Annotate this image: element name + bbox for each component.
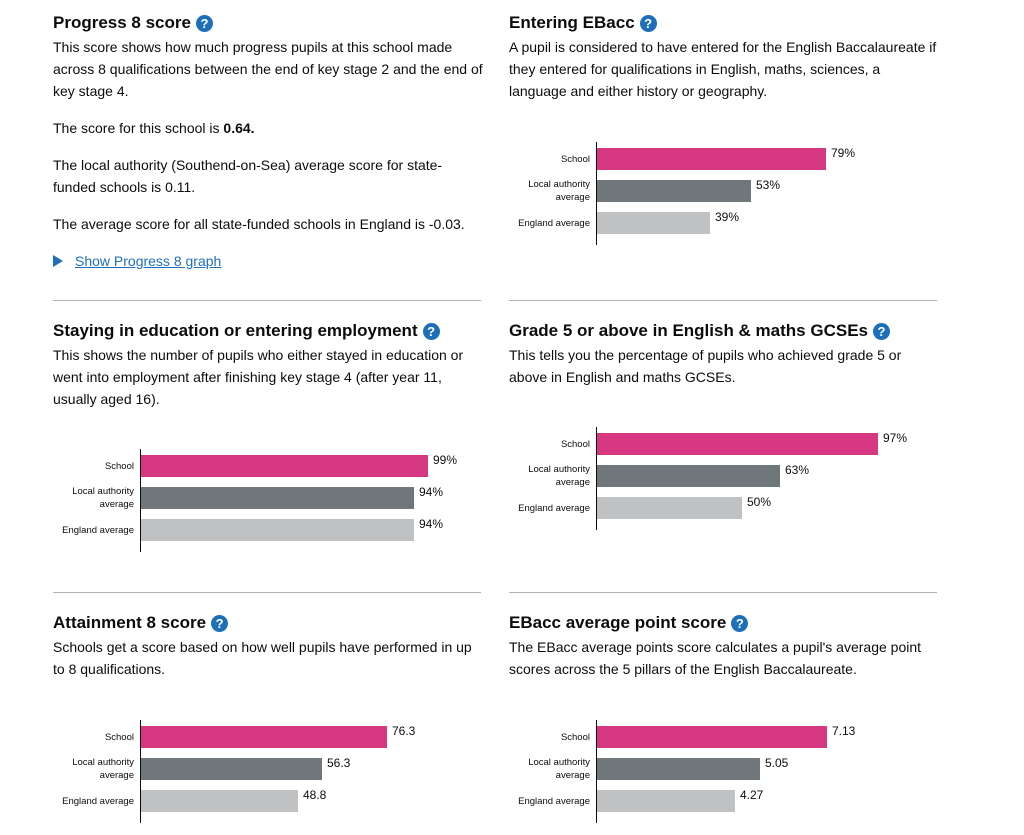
bar-label-local-authority: Local authority average xyxy=(528,757,590,781)
bar-label-local-authority: Local authority average xyxy=(72,757,134,781)
bar-school xyxy=(597,148,826,170)
bar-label-school: School xyxy=(104,731,134,743)
help-icon[interactable]: ? xyxy=(211,614,229,632)
help-icon[interactable]: ? xyxy=(195,14,213,32)
bar-value-school: 79% xyxy=(831,146,856,160)
bar-label-england: England average xyxy=(62,795,134,807)
ebacc-aps-heading: EBacc average point score ? xyxy=(509,610,939,636)
bar-value-england: 4.27 xyxy=(740,788,764,802)
bar-label-england: England average xyxy=(518,795,590,807)
grade5-heading: Grade 5 or above in English & maths GCSE… xyxy=(509,318,939,344)
progress8-england: The average score for all state-funded s… xyxy=(53,216,465,232)
attainment8-description: Schools get a score based on how well pu… xyxy=(53,639,472,677)
progress8-heading: Progress 8 score ? xyxy=(53,10,483,36)
bar-school xyxy=(141,455,428,477)
chart-axis xyxy=(140,449,141,552)
show-progress8-graph-link[interactable]: Show Progress 8 graph xyxy=(75,253,222,269)
bar-local-authority xyxy=(597,180,751,202)
bar-label-school: School xyxy=(560,731,590,743)
section-divider xyxy=(509,592,937,593)
progress8-school-score-prefix: The score for this school is xyxy=(53,120,220,136)
chart-axis xyxy=(596,427,597,530)
bar-value-local-authority: 53% xyxy=(756,178,781,192)
bar-label-school: School xyxy=(560,438,590,450)
help-icon[interactable]: ? xyxy=(872,322,890,340)
staying-title: Staying in education or entering employm… xyxy=(53,321,418,340)
ebacc-chart: School 79% Local authority average 53% Engla… xyxy=(509,142,929,247)
staying-heading: Staying in education or entering employm… xyxy=(53,318,483,344)
bar-value-school: 76.3 xyxy=(392,724,416,738)
bar-value-local-authority: 94% xyxy=(419,485,444,499)
ebacc-heading: Entering EBacc ? xyxy=(509,10,939,36)
grade5-description: This tells you the percentage of pupils … xyxy=(509,347,902,385)
bar-england xyxy=(597,212,710,234)
bar-label-local-authority: Local authority average xyxy=(528,179,590,203)
bar-local-authority xyxy=(141,758,322,780)
ebacc-description: A pupil is considered to have entered fo… xyxy=(509,39,937,99)
triangle-right-icon[interactable] xyxy=(53,255,63,267)
ebacc-aps-section: EBacc average point score ? The EBacc av… xyxy=(509,610,939,680)
grade5-section: Grade 5 or above in English & maths GCSE… xyxy=(509,318,939,388)
staying-section: Staying in education or entering employm… xyxy=(53,318,483,410)
progress8-local-authority: The local authority (Southend-on-Sea) av… xyxy=(53,157,443,195)
bar-school xyxy=(597,726,827,748)
bar-value-school: 99% xyxy=(433,453,458,467)
bar-local-authority xyxy=(597,758,760,780)
ebacc-aps-title: EBacc average point score xyxy=(509,613,727,632)
chart-axis xyxy=(596,142,597,245)
bar-england xyxy=(141,790,298,812)
bar-value-local-authority: 5.05 xyxy=(765,756,789,770)
bar-england xyxy=(141,519,414,541)
progress8-description: This score shows how much progress pupil… xyxy=(53,39,483,99)
chart-axis xyxy=(596,720,597,823)
ebacc-aps-chart: School 7.13 Local authority average 5.05 Eng… xyxy=(509,720,929,825)
bar-label-local-authority: Local authority average xyxy=(72,486,134,510)
attainment8-chart: School 76.3 Local authority average 56.3 Eng… xyxy=(53,720,473,825)
help-icon[interactable]: ? xyxy=(422,322,440,340)
attainment8-heading: Attainment 8 score ? xyxy=(53,610,483,636)
bar-value-england: 50% xyxy=(747,495,772,509)
grade5-chart: School 97% Local authority average 63% Engla… xyxy=(509,427,929,532)
progress8-section: Progress 8 score ? This score shows how … xyxy=(53,10,483,272)
chart-axis xyxy=(140,720,141,823)
bar-value-school: 97% xyxy=(883,431,908,445)
bar-value-school: 7.13 xyxy=(832,724,856,738)
ebacc-section: Entering EBacc ? A pupil is considered t… xyxy=(509,10,939,102)
bar-school xyxy=(141,726,387,748)
staying-description: This shows the number of pupils who eith… xyxy=(53,347,464,407)
help-icon[interactable]: ? xyxy=(639,14,657,32)
section-divider xyxy=(53,592,481,593)
bar-label-england: England average xyxy=(518,217,590,229)
bar-england xyxy=(597,497,742,519)
progress8-school-score-value: 0.64. xyxy=(223,120,255,136)
progress8-details-toggle[interactable]: Show Progress 8 graph xyxy=(53,250,483,272)
staying-chart: School 99% Local authority average 94% Engla… xyxy=(53,449,473,554)
bar-label-school: School xyxy=(104,460,134,472)
grade5-title: Grade 5 or above in English & maths GCSE… xyxy=(509,321,868,340)
bar-local-authority xyxy=(141,487,414,509)
bar-label-england: England average xyxy=(518,502,590,514)
help-icon[interactable]: ? xyxy=(731,614,749,632)
attainment8-section: Attainment 8 score ? Schools get a score… xyxy=(53,610,483,680)
bar-label-england: England average xyxy=(62,524,134,536)
section-divider xyxy=(53,300,481,301)
bar-england xyxy=(597,790,735,812)
ebacc-title: Entering EBacc xyxy=(509,13,635,32)
section-divider xyxy=(509,300,937,301)
ebacc-aps-description: The EBacc average points score calculate… xyxy=(509,639,922,677)
progress8-school-score: The score for this school is 0.64. xyxy=(53,117,483,139)
bar-value-england: 48.8 xyxy=(303,788,327,802)
bar-local-authority xyxy=(597,465,780,487)
bar-value-local-authority: 63% xyxy=(785,463,810,477)
bar-label-local-authority: Local authority average xyxy=(528,464,590,488)
bar-value-england: 39% xyxy=(715,210,740,224)
bar-label-school: School xyxy=(560,153,590,165)
bar-school xyxy=(597,433,878,455)
progress8-title: Progress 8 score xyxy=(53,13,191,32)
bar-value-local-authority: 56.3 xyxy=(327,756,351,770)
bar-value-england: 94% xyxy=(419,517,444,531)
attainment8-title: Attainment 8 score xyxy=(53,613,207,632)
